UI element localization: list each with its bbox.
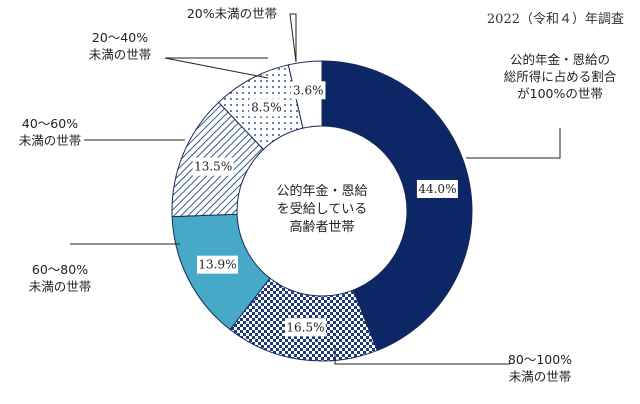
value-label-box-6 [291, 81, 326, 100]
donut-slice-1 [321, 60, 473, 352]
category-label-2: 80～100%未満の世帯 [508, 352, 572, 384]
leader-line-1 [466, 128, 561, 159]
category-label-1: 公的年金・恩給の総所得に占める割合が100%の世帯 [504, 52, 617, 101]
leader-line-6 [289, 13, 297, 63]
survey-year-note: 2022（令和４）年調査 [486, 12, 624, 27]
category-label-6: 20%未満の世帯 [187, 6, 277, 21]
center-label: 公的年金・恩給を受給している高齢者世帯 [276, 183, 367, 235]
value-label-2: 16.5% [286, 320, 324, 334]
category-label-3: 60～80%未満の世帯 [29, 262, 92, 294]
value-label-box-5 [249, 98, 284, 117]
value-label-6: 3.6% [293, 83, 324, 97]
value-label-4: 13.5% [194, 160, 232, 174]
value-label-box-3 [196, 255, 238, 274]
value-label-1: 44.0% [418, 182, 456, 196]
value-label-5: 8.5% [251, 101, 282, 115]
category-label-4: 40～60%未満の世帯 [19, 116, 82, 148]
leader-line-5 [164, 57, 269, 79]
value-label-box-2 [284, 318, 326, 337]
category-label-5: 20～40%未満の世帯 [89, 30, 152, 62]
value-label-box-1 [416, 179, 458, 198]
value-label-box-4 [192, 157, 234, 176]
leader-line-2 [334, 345, 510, 365]
value-label-3: 13.9% [198, 258, 236, 272]
